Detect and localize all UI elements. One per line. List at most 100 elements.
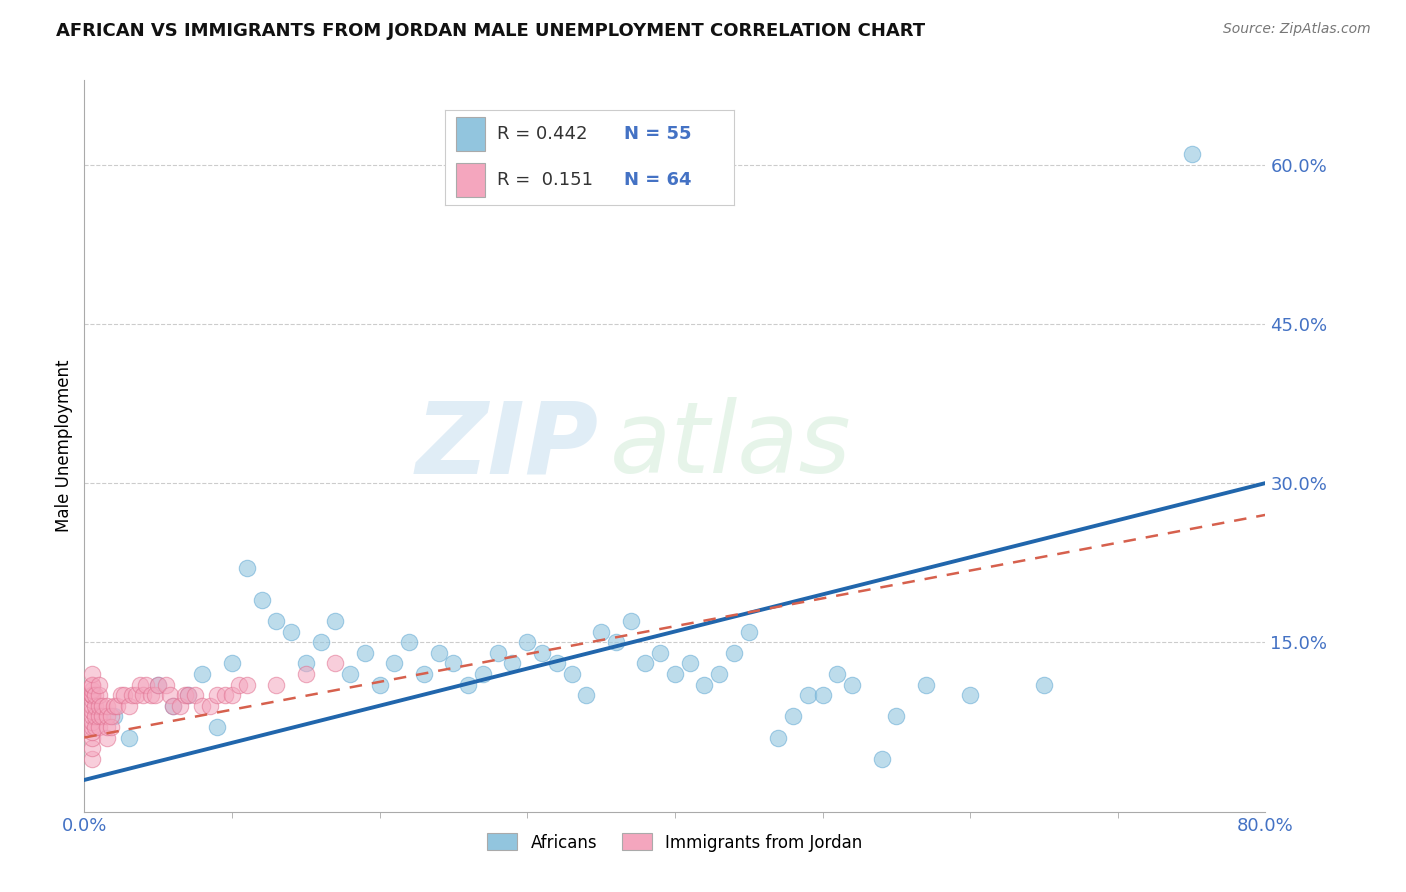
- Point: [91, 709, 114, 723]
- Point: [148, 677, 170, 691]
- Point: [228, 677, 250, 691]
- Point: [413, 667, 436, 681]
- Point: [221, 688, 243, 702]
- Point: [177, 688, 200, 702]
- Point: [162, 698, 184, 713]
- Point: [886, 709, 908, 723]
- Point: [516, 635, 538, 649]
- Point: [1181, 147, 1204, 161]
- Point: [80, 688, 103, 702]
- Point: [83, 698, 105, 713]
- Point: [236, 677, 259, 691]
- Point: [959, 688, 981, 702]
- Point: [1033, 677, 1056, 691]
- Point: [325, 657, 347, 671]
- Point: [148, 677, 170, 691]
- Point: [96, 698, 118, 713]
- Point: [80, 714, 103, 729]
- Point: [87, 698, 111, 713]
- Point: [87, 688, 111, 702]
- Point: [80, 698, 103, 713]
- Point: [443, 657, 465, 671]
- Point: [100, 709, 122, 723]
- Point: [738, 624, 761, 639]
- Point: [605, 635, 627, 649]
- Point: [96, 709, 118, 723]
- Point: [266, 677, 288, 691]
- Point: [368, 677, 391, 691]
- Point: [325, 614, 347, 628]
- Point: [709, 667, 731, 681]
- Point: [207, 720, 229, 734]
- Point: [295, 657, 318, 671]
- Point: [768, 731, 790, 745]
- Point: [80, 677, 103, 691]
- Point: [91, 698, 114, 713]
- Point: [184, 688, 207, 702]
- Point: [87, 709, 111, 723]
- Point: [87, 720, 111, 734]
- Point: [80, 667, 103, 681]
- Point: [634, 657, 657, 671]
- Point: [173, 688, 195, 702]
- Point: [83, 720, 105, 734]
- Point: [236, 561, 259, 575]
- Point: [693, 677, 716, 691]
- Text: atlas: atlas: [610, 398, 852, 494]
- Point: [191, 667, 214, 681]
- Point: [870, 752, 893, 766]
- Point: [501, 657, 523, 671]
- Point: [162, 698, 184, 713]
- Point: [309, 635, 332, 649]
- Point: [214, 688, 236, 702]
- Point: [155, 677, 177, 691]
- Point: [80, 682, 103, 697]
- Point: [280, 624, 302, 639]
- Point: [561, 667, 583, 681]
- Point: [457, 677, 479, 691]
- Point: [132, 688, 155, 702]
- Point: [80, 704, 103, 718]
- Point: [472, 667, 495, 681]
- Point: [207, 688, 229, 702]
- Y-axis label: Male Unemployment: Male Unemployment: [55, 359, 73, 533]
- Text: ZIP: ZIP: [415, 398, 598, 494]
- Point: [266, 614, 288, 628]
- Point: [118, 731, 141, 745]
- Point: [80, 693, 103, 707]
- Point: [80, 741, 103, 756]
- Point: [591, 624, 613, 639]
- Text: Source: ZipAtlas.com: Source: ZipAtlas.com: [1223, 22, 1371, 37]
- Point: [827, 667, 849, 681]
- Point: [110, 688, 132, 702]
- Point: [129, 677, 152, 691]
- Point: [159, 688, 181, 702]
- Point: [100, 720, 122, 734]
- Point: [83, 709, 105, 723]
- Point: [118, 698, 141, 713]
- Point: [221, 657, 243, 671]
- Point: [139, 688, 162, 702]
- Point: [80, 688, 103, 702]
- Point: [103, 709, 125, 723]
- Point: [679, 657, 702, 671]
- Point: [841, 677, 863, 691]
- Point: [198, 698, 221, 713]
- Point: [105, 698, 128, 713]
- Point: [143, 688, 166, 702]
- Point: [191, 698, 214, 713]
- Point: [382, 657, 406, 671]
- Point: [339, 667, 361, 681]
- Point: [80, 688, 103, 702]
- Point: [782, 709, 804, 723]
- Point: [80, 709, 103, 723]
- Point: [135, 677, 157, 691]
- Point: [112, 688, 135, 702]
- Point: [103, 698, 125, 713]
- Point: [250, 592, 273, 607]
- Point: [87, 677, 111, 691]
- Point: [427, 646, 450, 660]
- Text: AFRICAN VS IMMIGRANTS FROM JORDAN MALE UNEMPLOYMENT CORRELATION CHART: AFRICAN VS IMMIGRANTS FROM JORDAN MALE U…: [56, 22, 925, 40]
- Point: [664, 667, 686, 681]
- Point: [797, 688, 820, 702]
